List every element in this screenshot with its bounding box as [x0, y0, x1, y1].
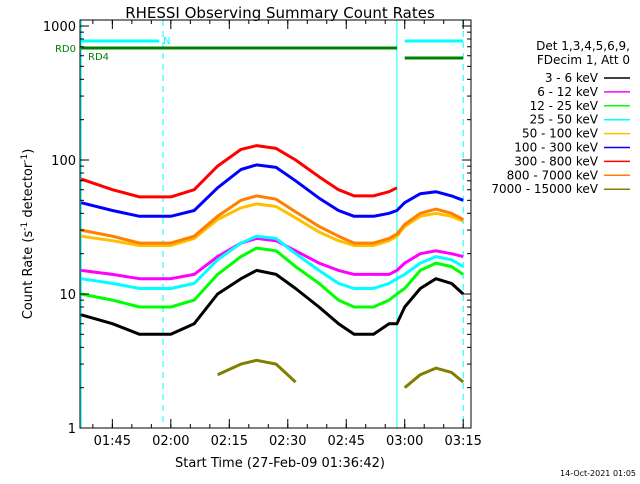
legend-label: 12 - 25 keV [530, 99, 599, 113]
axes-layer: 01:45 02:00 02:15 02:30 02:45 03:00 03:15 1 10 10… [43, 20, 482, 449]
series-line [80, 163, 464, 218]
series-line [403, 366, 465, 389]
y-axis-label-sup2: -1 [20, 154, 30, 163]
time-markers [80, 20, 464, 428]
x-tick-label: 02:45 [328, 434, 365, 449]
y-axis-label-tail: detector [21, 162, 36, 222]
y-axis-label: Count Rate (s-1 detector-1) [20, 149, 36, 320]
legend-label: 300 - 800 keV [514, 154, 598, 168]
series-line [80, 268, 465, 336]
x-tick-label: 02:30 [269, 434, 306, 449]
legend-label: 100 - 300 keV [514, 141, 598, 155]
flag-label-rd0: RD0 [55, 44, 76, 55]
x-axis-label: Start Time (27-Feb-09 01:36:42) [175, 456, 385, 471]
legend: Det 1,3,4,5,6,9, FDecim 1, Att 0 3 - 6 k… [491, 39, 630, 196]
series-line [80, 234, 464, 290]
series-layer [80, 144, 465, 389]
legend-label: 6 - 12 keV [537, 85, 599, 99]
plot-frame [79, 19, 472, 429]
x-tick-label: 02:00 [152, 434, 189, 449]
x-tick-label: 01:45 [94, 434, 131, 449]
x-tick-label: 03:15 [444, 434, 481, 449]
flag-label-n: N [163, 36, 170, 47]
legend-label: 3 - 6 keV [545, 71, 599, 85]
series-line [80, 246, 465, 309]
legend-label: 800 - 7000 keV [507, 168, 599, 182]
y-tick-label: 1000 [43, 20, 76, 35]
footer-date: 14-Oct-2021 01:05 [560, 469, 636, 478]
legend-label: 25 - 50 keV [530, 113, 599, 127]
y-tick-label: 10 [59, 288, 76, 303]
series-line [81, 236, 464, 281]
series-line [216, 358, 297, 384]
legend-header-1: Det 1,3,4,5,6,9, [536, 39, 630, 53]
chart-title: RHESSI Observing Summary Count Rates [125, 4, 435, 22]
flag-label-rd4: RD4 [88, 52, 109, 63]
legend-label: 7000 - 15000 keV [491, 182, 598, 196]
x-tick-label: 02:15 [211, 434, 248, 449]
y-tick-label: 1 [68, 422, 76, 437]
y-axis-label-main: Count Rate (s [21, 231, 36, 320]
y-axis-label-sup: -1 [20, 222, 30, 231]
y-axis-label-end: ) [21, 149, 36, 154]
legend-label: 50 - 100 keV [522, 127, 599, 141]
legend-header-2: FDecim 1, Att 0 [537, 53, 630, 67]
series-line [80, 202, 464, 247]
series-line [80, 144, 398, 199]
series-line [80, 194, 464, 245]
flags-layer: N RD4 [81, 36, 464, 63]
x-tick-label: 03:00 [386, 434, 423, 449]
y-tick-label: 100 [51, 154, 76, 169]
